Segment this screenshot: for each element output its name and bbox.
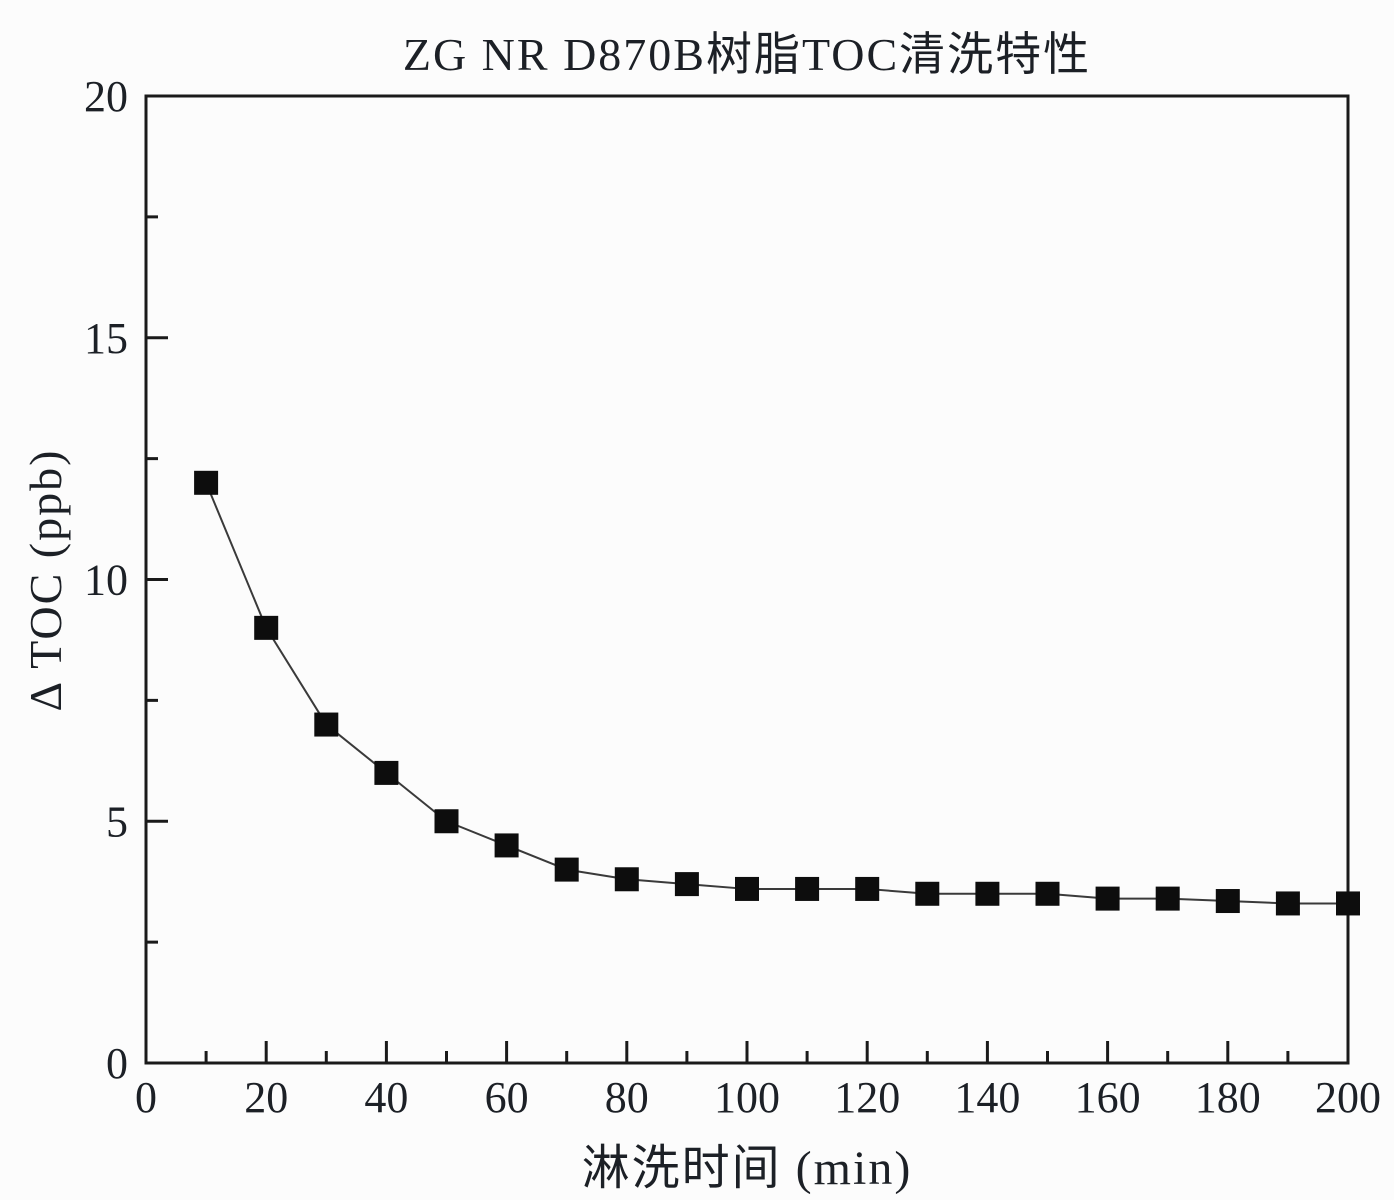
data-point xyxy=(254,615,279,640)
data-point xyxy=(314,712,339,737)
x-tick-label: 80 xyxy=(605,1073,649,1122)
data-point xyxy=(494,833,519,858)
y-tick-label: 20 xyxy=(84,72,128,121)
data-line xyxy=(205,481,1349,905)
x-tick-label: 160 xyxy=(1075,1073,1141,1122)
data-point xyxy=(1336,891,1360,916)
data-point xyxy=(1035,881,1060,906)
data-point xyxy=(614,867,639,892)
data-point xyxy=(975,881,1000,906)
x-tick-label: 180 xyxy=(1195,1073,1261,1122)
x-tick-label: 140 xyxy=(954,1073,1020,1122)
y-tick-label: 10 xyxy=(84,556,128,605)
data-point xyxy=(1155,886,1180,911)
data-point xyxy=(855,876,880,901)
data-point xyxy=(434,809,459,834)
data-point xyxy=(194,470,219,495)
x-tick-label: 40 xyxy=(364,1073,408,1122)
x-tick-label: 60 xyxy=(485,1073,529,1122)
x-tick-label: 120 xyxy=(834,1073,900,1122)
data-point xyxy=(1095,886,1120,911)
x-tick-label: 200 xyxy=(1315,1073,1381,1122)
data-point xyxy=(795,876,820,901)
x-axis-label: 淋洗时间 (min) xyxy=(581,1142,913,1195)
x-tick-label: 20 xyxy=(244,1073,288,1122)
x-tick-label: 0 xyxy=(135,1073,157,1122)
y-tick-label: 0 xyxy=(106,1039,128,1088)
chart-title: ZG NR D870B树脂TOC清洗特性 xyxy=(402,29,1092,80)
data-point xyxy=(554,857,579,882)
data-point xyxy=(735,876,759,901)
y-tick-label: 5 xyxy=(106,797,128,846)
data-point xyxy=(674,872,699,897)
y-tick-label: 15 xyxy=(84,314,128,363)
x-tick-label: 100 xyxy=(714,1073,780,1122)
plot-frame xyxy=(144,94,1350,1065)
data-point xyxy=(1215,889,1240,914)
data-point xyxy=(1275,891,1300,916)
data-point xyxy=(915,881,940,906)
data-point xyxy=(374,760,399,785)
